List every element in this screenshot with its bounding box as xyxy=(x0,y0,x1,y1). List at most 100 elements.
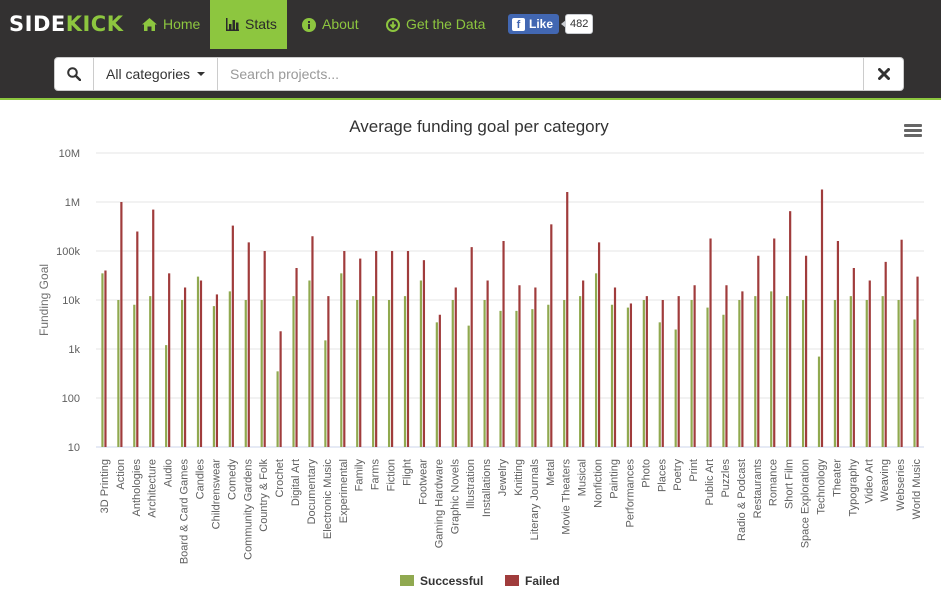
bar-failed[interactable] xyxy=(868,280,871,447)
bar-successful[interactable] xyxy=(499,310,502,447)
brand-logo[interactable]: SIDEKICK xyxy=(9,12,124,36)
bar-failed[interactable] xyxy=(629,303,633,447)
bar-failed[interactable] xyxy=(375,251,378,447)
bar-successful[interactable] xyxy=(626,307,630,447)
bar-failed[interactable] xyxy=(693,285,696,447)
bar-failed[interactable] xyxy=(709,238,712,447)
bar-failed[interactable] xyxy=(438,314,441,447)
bar-successful[interactable] xyxy=(149,296,152,447)
nav-about[interactable]: About xyxy=(302,0,359,49)
bar-successful[interactable] xyxy=(276,371,279,447)
bar-successful[interactable] xyxy=(658,322,661,447)
bar-failed[interactable] xyxy=(613,287,617,447)
bar-successful[interactable] xyxy=(801,300,805,447)
bar-successful[interactable] xyxy=(403,296,407,447)
bar-failed[interactable] xyxy=(550,224,553,447)
bar-failed[interactable] xyxy=(645,296,648,447)
bar-failed[interactable] xyxy=(661,300,664,447)
legend-label-failed[interactable]: Failed xyxy=(525,574,560,588)
bar-successful[interactable] xyxy=(563,300,566,447)
bar-successful[interactable] xyxy=(196,276,200,447)
bar-successful[interactable] xyxy=(101,273,104,447)
bar-failed[interactable] xyxy=(486,280,489,447)
bar-successful[interactable] xyxy=(579,296,582,447)
bar-successful[interactable] xyxy=(913,319,916,447)
bar-failed[interactable] xyxy=(168,273,171,447)
nav-get-data[interactable]: Get the Data xyxy=(386,0,485,49)
bar-failed[interactable] xyxy=(836,240,840,447)
bar-failed[interactable] xyxy=(582,280,585,447)
nav-home[interactable]: Home xyxy=(142,0,200,49)
bar-successful[interactable] xyxy=(786,296,789,447)
search-button[interactable] xyxy=(54,57,94,91)
bar-failed[interactable] xyxy=(852,267,855,447)
bar-failed[interactable] xyxy=(152,209,155,447)
bar-successful[interactable] xyxy=(722,314,725,447)
chart-menu-button[interactable] xyxy=(904,123,922,137)
bar-successful[interactable] xyxy=(340,273,343,447)
bar-successful[interactable] xyxy=(308,280,311,447)
bar-failed[interactable] xyxy=(183,287,187,447)
bar-failed[interactable] xyxy=(900,239,903,447)
bar-successful[interactable] xyxy=(833,300,837,447)
clear-search-button[interactable] xyxy=(864,57,904,91)
bar-failed[interactable] xyxy=(215,294,219,447)
bar-failed[interactable] xyxy=(104,270,107,447)
bar-successful[interactable] xyxy=(372,296,375,447)
legend-swatch-failed[interactable] xyxy=(505,575,519,586)
bar-successful[interactable] xyxy=(165,345,168,447)
search-input[interactable] xyxy=(218,57,864,91)
bar-failed[interactable] xyxy=(359,258,362,447)
bar-successful[interactable] xyxy=(467,325,470,447)
bar-failed[interactable] xyxy=(884,261,887,447)
bar-successful[interactable] xyxy=(324,340,327,447)
bar-failed[interactable] xyxy=(597,242,601,447)
bar-successful[interactable] xyxy=(738,300,741,447)
bar-successful[interactable] xyxy=(897,300,900,447)
bar-successful[interactable] xyxy=(515,310,518,447)
bar-successful[interactable] xyxy=(483,300,486,447)
bar-successful[interactable] xyxy=(292,296,295,447)
bar-failed[interactable] xyxy=(295,267,298,447)
legend-swatch-successful[interactable] xyxy=(400,575,414,586)
bar-successful[interactable] xyxy=(690,300,693,447)
bar-failed[interactable] xyxy=(566,191,569,447)
bar-failed[interactable] xyxy=(120,202,123,447)
facebook-like-button[interactable]: f Like xyxy=(508,14,560,34)
bar-failed[interactable] xyxy=(279,331,282,447)
bar-successful[interactable] xyxy=(770,291,773,447)
bar-failed[interactable] xyxy=(677,296,680,447)
bar-failed[interactable] xyxy=(470,247,473,447)
bar-failed[interactable] xyxy=(406,251,410,447)
bar-successful[interactable] xyxy=(244,300,247,447)
bar-successful[interactable] xyxy=(133,304,136,447)
bar-successful[interactable] xyxy=(642,300,645,447)
legend-label-successful[interactable]: Successful xyxy=(420,574,483,588)
bar-failed[interactable] xyxy=(263,251,266,447)
category-dropdown[interactable]: All categories xyxy=(94,57,219,91)
bar-successful[interactable] xyxy=(451,300,454,447)
bar-successful[interactable] xyxy=(849,296,852,447)
bar-successful[interactable] xyxy=(865,300,868,447)
bar-failed[interactable] xyxy=(518,285,521,447)
bar-successful[interactable] xyxy=(817,356,821,447)
bar-failed[interactable] xyxy=(757,255,760,447)
bar-failed[interactable] xyxy=(231,225,234,447)
bar-successful[interactable] xyxy=(594,273,598,447)
bar-successful[interactable] xyxy=(228,291,231,447)
bar-failed[interactable] xyxy=(534,287,537,447)
bar-failed[interactable] xyxy=(916,276,919,447)
bar-successful[interactable] xyxy=(754,296,757,447)
bar-successful[interactable] xyxy=(531,309,534,447)
bar-successful[interactable] xyxy=(180,300,184,447)
bar-failed[interactable] xyxy=(804,255,808,447)
bar-failed[interactable] xyxy=(725,285,728,447)
nav-stats[interactable]: Stats xyxy=(210,0,287,49)
bar-failed[interactable] xyxy=(311,236,314,447)
bar-failed[interactable] xyxy=(343,251,346,447)
bar-failed[interactable] xyxy=(422,260,426,447)
bar-failed[interactable] xyxy=(199,280,203,447)
bar-successful[interactable] xyxy=(435,322,438,447)
bar-successful[interactable] xyxy=(706,307,709,447)
bar-successful[interactable] xyxy=(356,300,359,447)
